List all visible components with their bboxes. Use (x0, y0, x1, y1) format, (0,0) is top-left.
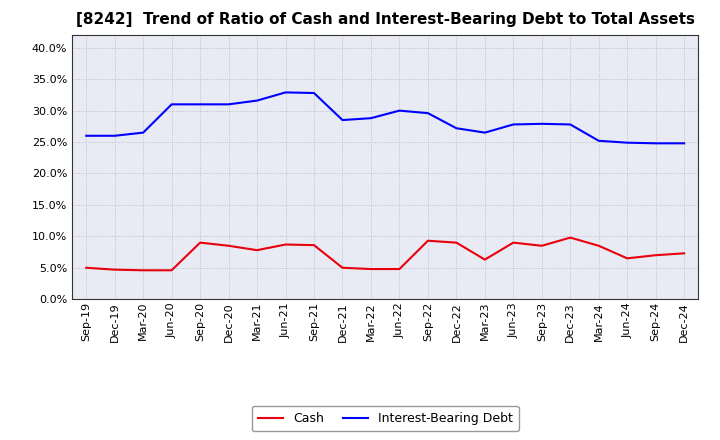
Cash (680, 251, 688, 256)
Cash (452, 240, 461, 245)
Cash (623, 256, 631, 261)
Interest-Bearing Debt (537, 121, 546, 126)
Cash (196, 240, 204, 245)
Cash (480, 257, 489, 262)
Interest-Bearing Debt (366, 116, 375, 121)
Cash (82, 265, 91, 271)
Interest-Bearing Debt (310, 90, 318, 95)
Cash (310, 242, 318, 248)
Cash (652, 253, 660, 258)
Cash (253, 248, 261, 253)
Interest-Bearing Debt (652, 141, 660, 146)
Interest-Bearing Debt (82, 133, 91, 139)
Cash (509, 240, 518, 245)
Title: [8242]  Trend of Ratio of Cash and Interest-Bearing Debt to Total Assets: [8242] Trend of Ratio of Cash and Intere… (76, 12, 695, 27)
Cash (110, 267, 119, 272)
Interest-Bearing Debt (282, 90, 290, 95)
Interest-Bearing Debt (167, 102, 176, 107)
Interest-Bearing Debt (480, 130, 489, 135)
Cash (423, 238, 432, 243)
Interest-Bearing Debt (566, 122, 575, 127)
Cash (595, 243, 603, 249)
Line: Cash: Cash (86, 238, 684, 270)
Cash (566, 235, 575, 240)
Cash (167, 268, 176, 273)
Cash (225, 243, 233, 249)
Line: Interest-Bearing Debt: Interest-Bearing Debt (86, 92, 684, 143)
Cash (282, 242, 290, 247)
Cash (338, 265, 347, 271)
Cash (395, 266, 404, 271)
Cash (139, 268, 148, 273)
Interest-Bearing Debt (225, 102, 233, 107)
Interest-Bearing Debt (253, 98, 261, 103)
Interest-Bearing Debt (509, 122, 518, 127)
Interest-Bearing Debt (338, 117, 347, 123)
Cash (366, 266, 375, 271)
Interest-Bearing Debt (196, 102, 204, 107)
Legend: Cash, Interest-Bearing Debt: Cash, Interest-Bearing Debt (252, 406, 518, 431)
Interest-Bearing Debt (452, 125, 461, 131)
Interest-Bearing Debt (623, 140, 631, 145)
Interest-Bearing Debt (680, 141, 688, 146)
Interest-Bearing Debt (423, 110, 432, 116)
Cash (537, 243, 546, 249)
Interest-Bearing Debt (139, 130, 148, 135)
Interest-Bearing Debt (595, 138, 603, 143)
Interest-Bearing Debt (395, 108, 404, 113)
Interest-Bearing Debt (110, 133, 119, 139)
